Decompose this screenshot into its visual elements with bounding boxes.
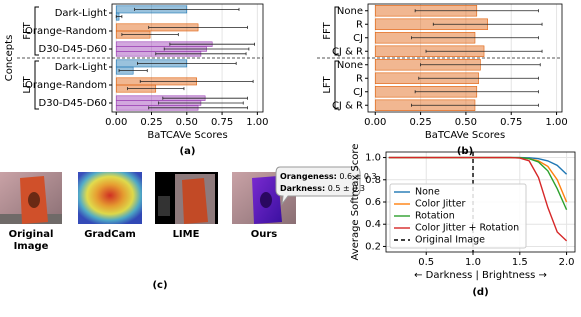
legend-label: Color Jitter + Rotation: [415, 223, 519, 234]
x-tick-label: 1.5: [512, 257, 528, 268]
y-tick-label: 1.0: [365, 153, 381, 164]
legend-label: Original Image: [415, 235, 485, 246]
legend-label: None: [415, 187, 440, 198]
series-line: [388, 156, 568, 242]
series-line: [388, 156, 568, 175]
group-label: LFT: [322, 75, 333, 93]
x-tick-label: 0.75: [500, 117, 522, 128]
tooltip-key: Orangeness:: [280, 172, 337, 181]
x-axis-label: ← Darkness | Brightness →: [414, 270, 547, 281]
legend-label: Color Jitter: [415, 199, 466, 210]
image-original: [0, 172, 62, 224]
image-label: Original: [9, 229, 54, 240]
x-tick-label: 2.0: [559, 257, 575, 268]
x-tick-label: 1.00: [545, 117, 567, 128]
category-label: D30-D45-D60: [39, 98, 108, 109]
x-axis-label: BaTCAVe Scores: [147, 130, 227, 141]
x-tick-label: 0.50: [455, 117, 477, 128]
category-label: None: [337, 60, 363, 71]
tooltip: Orangeness: 0.6 ± 0.3 Darkness: 0.5 ± 0.…: [275, 166, 377, 206]
x-tick-label: 0.00: [364, 117, 386, 128]
category-label: R: [356, 73, 363, 84]
tooltip-line: Darkness: 0.5 ± 0.3: [280, 184, 365, 193]
panel-caption: (a): [180, 146, 196, 157]
x-axis-label: BaTCAVe Scores: [425, 130, 505, 141]
tooltip-line: Orangeness: 0.6 ± 0.3: [280, 172, 377, 181]
category-label: Dark-Light: [55, 62, 107, 73]
image-label: Ours: [251, 229, 278, 240]
y-tick-label: 0.4: [365, 219, 381, 230]
tooltip-value: 0.5 ± 0.3: [328, 184, 365, 193]
y-axis-label: Average Softmax Score: [350, 144, 361, 261]
y-axis-label: Concepts: [4, 35, 15, 82]
x-tick-label: 0.75: [211, 117, 233, 128]
group-label: LFT: [22, 75, 33, 93]
plot-frame: [385, 151, 576, 253]
tooltip-key: Darkness:: [280, 184, 325, 193]
category-label: None: [337, 6, 363, 17]
x-tick-label: 0.25: [409, 117, 431, 128]
group-bracket: [34, 6, 39, 56]
x-tick-label: 0.25: [140, 117, 162, 128]
legend-label: Rotation: [415, 211, 455, 222]
category-label: D30-D45-D60: [39, 44, 108, 55]
category-label: CJ & R: [332, 100, 363, 111]
legend-box: [389, 183, 527, 249]
x-tick-label: 1.00: [246, 117, 268, 128]
panel-caption: (b): [457, 146, 473, 157]
tooltip-value: 0.6 ± 0.3: [339, 172, 376, 181]
image-gradcam: [78, 172, 142, 224]
x-tick-label: 0.5: [418, 257, 434, 268]
plot-frame: [111, 3, 264, 113]
category-label: Orange-Random: [25, 80, 107, 91]
group-bracket: [334, 6, 339, 56]
category-label: CJ & R: [332, 46, 363, 57]
y-tick-label: 0.2: [365, 241, 381, 252]
group-label: FFT: [22, 21, 33, 39]
group-bracket: [334, 60, 339, 110]
image-label: LIME: [173, 229, 200, 240]
y-tick-label: 0.6: [365, 197, 381, 208]
category-label: CJ: [353, 87, 363, 98]
category-label: Dark-Light: [55, 8, 107, 19]
image-label: GradCam: [84, 229, 136, 240]
image-label: Image: [14, 241, 49, 252]
x-tick-label: 0.50: [176, 117, 198, 128]
group-bracket: [34, 60, 39, 110]
panel-caption: (c): [152, 280, 167, 291]
category-label: R: [356, 19, 363, 30]
category-label: CJ: [353, 33, 363, 44]
y-tick-label: 0.8: [365, 175, 381, 186]
panel-caption: (d): [472, 287, 488, 298]
x-tick-label: 0.00: [105, 117, 127, 128]
category-label: Orange-Random: [25, 26, 107, 37]
group-label: FFT: [322, 21, 333, 39]
image-lime: [155, 172, 218, 224]
plot-frame: [367, 3, 563, 113]
x-tick-label: 1.0: [465, 257, 481, 268]
